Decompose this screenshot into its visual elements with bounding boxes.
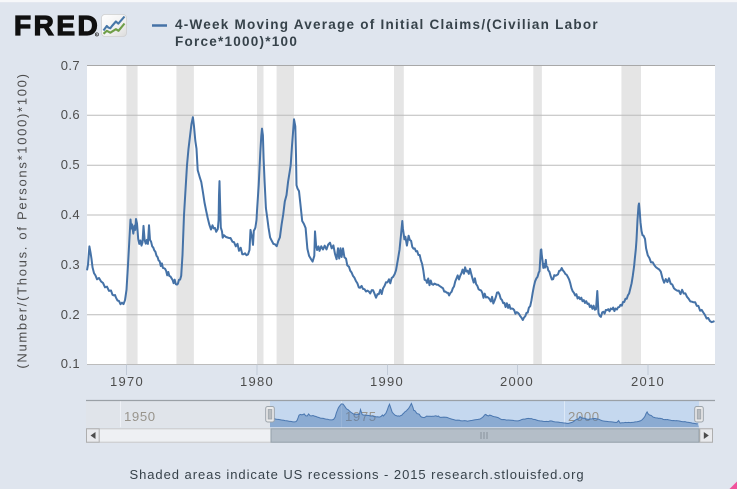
svg-text:1950: 1950 (124, 409, 156, 424)
svg-text:1975: 1975 (345, 409, 377, 424)
